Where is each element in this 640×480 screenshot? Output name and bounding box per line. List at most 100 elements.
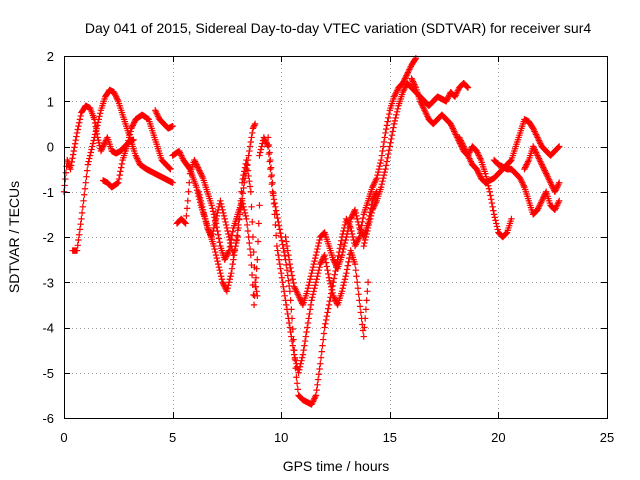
data-point-marker bbox=[531, 146, 538, 153]
data-point-marker bbox=[213, 254, 220, 262]
data-point-marker bbox=[393, 111, 400, 119]
data-point-marker bbox=[283, 306, 291, 313]
data-point-marker bbox=[379, 177, 386, 185]
data-point-marker bbox=[284, 310, 291, 318]
data-point-marker bbox=[216, 239, 223, 246]
data-point-marker bbox=[445, 93, 452, 100]
data-point-marker bbox=[152, 108, 160, 116]
data-point-marker bbox=[382, 162, 390, 169]
data-point-marker bbox=[475, 170, 483, 177]
data-point-marker bbox=[272, 207, 280, 214]
data-point-marker bbox=[125, 137, 132, 144]
data-point-marker bbox=[379, 147, 386, 155]
data-point-marker bbox=[296, 363, 304, 370]
data-point-marker bbox=[82, 179, 89, 186]
data-point-marker bbox=[219, 279, 226, 286]
data-point-marker bbox=[126, 131, 134, 138]
data-point-marker bbox=[207, 232, 215, 239]
data-point-marker bbox=[362, 306, 370, 313]
x-tick-label: 5 bbox=[169, 430, 176, 445]
data-point-marker bbox=[210, 211, 218, 218]
data-point-marker bbox=[458, 138, 465, 146]
data-point-marker bbox=[287, 328, 294, 336]
data-point-marker bbox=[186, 179, 193, 186]
data-point-marker bbox=[354, 236, 362, 244]
data-point-marker bbox=[110, 89, 118, 96]
data-point-marker bbox=[204, 224, 211, 232]
data-point-marker bbox=[493, 223, 501, 230]
data-point-marker bbox=[370, 203, 378, 211]
data-point-marker bbox=[369, 205, 377, 212]
y-tick-label: -1 bbox=[42, 185, 54, 200]
data-point-marker bbox=[555, 144, 562, 151]
data-point-marker bbox=[542, 170, 550, 177]
data-point-marker bbox=[517, 176, 525, 183]
x-tick-label: 25 bbox=[600, 430, 614, 445]
data-point-marker bbox=[530, 144, 538, 152]
data-point-marker bbox=[238, 179, 246, 186]
data-point-marker bbox=[503, 230, 510, 237]
series-track-15 bbox=[490, 156, 563, 218]
data-point-marker bbox=[519, 179, 526, 186]
data-point-marker bbox=[275, 218, 282, 226]
data-point-marker bbox=[233, 236, 241, 244]
data-point-marker bbox=[127, 128, 134, 135]
data-point-marker bbox=[316, 365, 323, 373]
data-point-marker bbox=[464, 83, 471, 91]
data-point-marker bbox=[536, 138, 543, 146]
data-point-marker bbox=[322, 259, 330, 266]
data-point-marker bbox=[229, 228, 236, 235]
data-point-marker bbox=[371, 179, 378, 186]
data-point-marker bbox=[331, 259, 338, 266]
data-point-marker bbox=[118, 160, 126, 168]
data-point-marker bbox=[394, 105, 401, 112]
data-point-marker bbox=[476, 153, 483, 161]
data-point-marker bbox=[73, 129, 81, 137]
data-point-marker bbox=[293, 289, 301, 297]
data-point-marker bbox=[129, 122, 136, 129]
data-point-marker bbox=[78, 215, 85, 223]
data-point-marker bbox=[452, 92, 459, 99]
data-point-marker bbox=[249, 233, 257, 241]
data-point-marker bbox=[239, 190, 247, 197]
data-point-marker bbox=[285, 256, 293, 263]
data-point-marker bbox=[552, 187, 559, 194]
data-point-marker bbox=[355, 291, 362, 298]
data-point-marker bbox=[535, 203, 543, 211]
data-point-marker bbox=[341, 276, 349, 283]
data-point-marker bbox=[283, 238, 290, 245]
data-point-marker bbox=[356, 230, 364, 237]
data-point-marker bbox=[85, 158, 92, 165]
data-point-marker bbox=[221, 256, 228, 263]
data-point-marker bbox=[181, 219, 189, 226]
data-point-marker bbox=[521, 164, 529, 171]
data-point-marker bbox=[217, 200, 225, 208]
data-point-marker bbox=[152, 107, 159, 114]
data-point-marker bbox=[194, 190, 202, 197]
data-point-marker bbox=[237, 205, 244, 213]
data-point-marker bbox=[234, 233, 241, 241]
data-point-marker bbox=[315, 266, 323, 274]
data-point-marker bbox=[249, 218, 256, 226]
data-point-marker bbox=[257, 146, 265, 153]
data-point-marker bbox=[295, 369, 302, 376]
data-point-marker bbox=[328, 286, 336, 293]
data-point-marker bbox=[216, 266, 223, 274]
data-point-marker bbox=[222, 221, 230, 229]
data-point-marker bbox=[246, 239, 253, 247]
data-point-marker bbox=[364, 288, 371, 295]
data-point-marker bbox=[532, 129, 539, 137]
data-point-marker bbox=[463, 82, 470, 90]
data-point-marker bbox=[243, 215, 250, 223]
data-point-marker bbox=[266, 158, 273, 165]
data-point-marker bbox=[73, 133, 80, 140]
data-point-marker bbox=[403, 72, 410, 79]
data-point-marker bbox=[229, 260, 236, 268]
data-point-marker bbox=[548, 181, 555, 188]
data-point-marker bbox=[288, 333, 295, 340]
data-point-marker bbox=[312, 392, 320, 399]
data-point-marker bbox=[354, 285, 362, 292]
data-point-marker bbox=[390, 124, 397, 131]
data-point-marker bbox=[370, 181, 378, 188]
data-point-marker bbox=[378, 181, 386, 188]
